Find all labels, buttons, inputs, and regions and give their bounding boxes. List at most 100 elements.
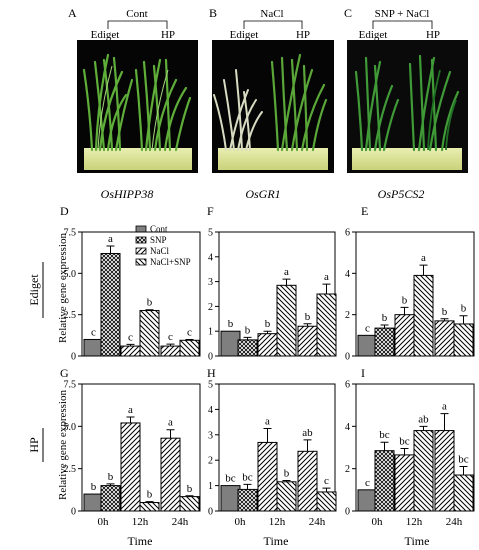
bar-nacl-12h: [394, 314, 415, 357]
rice-highlights-a: [97, 65, 169, 151]
error-bar: [166, 429, 175, 439]
significance-label: b: [245, 324, 251, 336]
significance-label: a: [442, 401, 447, 413]
photo-panel-c: C SNP + NaCl Ediget HP: [344, 6, 468, 173]
error-bar: [380, 441, 389, 451]
svg-text:HP: HP: [27, 437, 41, 453]
gene-title-osp5cs2: OsP5CS2: [378, 187, 425, 201]
bar-snp-0h: [374, 327, 395, 357]
panel-letter-a: A: [68, 6, 77, 20]
error-bar: [282, 278, 291, 286]
bar-nacl-24h: [297, 450, 318, 512]
bar-cont-0h: [220, 485, 241, 512]
significance-label: b: [147, 489, 153, 501]
svg-text:Ediget: Ediget: [27, 274, 41, 306]
x-tick-label: 24h: [446, 516, 463, 528]
treatment-bracket-a: [107, 20, 168, 29]
x-tick-label: 0h: [372, 516, 384, 528]
error-bar: [243, 483, 252, 490]
significance-label: b: [284, 468, 290, 480]
legend-label-naclsnp: NaCl+SNP: [150, 257, 191, 267]
legend-swatch-nacl: [135, 247, 147, 255]
bar-nacl-snp-24h: [179, 339, 200, 357]
treatment-bracket-b: [243, 20, 303, 29]
significance-label: c: [324, 475, 329, 487]
error-bar: [400, 448, 409, 455]
y-tick-label: 0: [208, 352, 213, 363]
error-bar: [185, 495, 194, 497]
bar-cont-0h: [83, 493, 104, 512]
significance-label: c: [365, 477, 370, 489]
cultivar-label-c-right: HP: [426, 29, 440, 41]
panel-letter-g: G: [60, 366, 69, 380]
y-axis-title-ediget: Relative gene expression: [57, 233, 69, 343]
y-tick-label: 3: [208, 277, 213, 288]
bar-nacl-12h: [257, 333, 278, 357]
significance-label: b: [108, 471, 114, 483]
x-tick-label: 12h: [406, 516, 423, 528]
error-bar: [243, 336, 252, 340]
y-tick-label: 2: [208, 456, 213, 467]
y-tick-label: 0: [208, 507, 213, 518]
bar-nacl-snp-12h: [139, 310, 160, 357]
error-bar: [126, 416, 135, 423]
legend-swatch-cont: [135, 225, 147, 233]
x-axis-title-i: Time: [405, 534, 430, 548]
significance-label: b: [305, 311, 311, 323]
x-axis-title-g: Time: [128, 534, 153, 548]
bar-nacl-snp-24h: [453, 323, 474, 357]
x-axis-title-h: Time: [264, 534, 289, 548]
significance-label: bc: [225, 473, 236, 485]
y-tick-label: 0: [71, 507, 76, 518]
error-bar: [126, 343, 135, 347]
significance-label: b: [228, 318, 234, 330]
rice-seedlings-a: [82, 53, 192, 152]
significance-label: ab: [302, 427, 313, 439]
y-tick-label: 5: [208, 380, 213, 391]
significance-label: c: [128, 331, 133, 343]
error-bar: [303, 323, 312, 327]
bar-nacl-snp-12h: [413, 430, 434, 512]
error-bar: [322, 283, 331, 294]
bar-cont-0h: [83, 338, 104, 357]
significance-label: a: [168, 417, 173, 429]
error-bar: [263, 427, 272, 443]
x-tick-label: 0h: [235, 516, 247, 528]
y-tick-label: 5: [208, 228, 213, 239]
bar-nacl-24h: [160, 345, 181, 357]
cultivar-label-c-left: Ediget: [359, 29, 388, 41]
error-bar: [106, 245, 115, 254]
error-bar: [400, 306, 409, 315]
significance-label: b: [382, 312, 388, 324]
bar-nacl-snp-24h: [179, 496, 200, 512]
bar-nacl-snp-12h: [139, 502, 160, 512]
error-bar: [263, 330, 272, 334]
bar-cont-0h: [357, 489, 378, 512]
y-tick-label: 2: [345, 310, 350, 321]
legend-swatch-snp: [135, 236, 147, 244]
cultivar-label-a-right: HP: [161, 29, 175, 41]
legend-label-cont: Cont: [150, 224, 168, 234]
error-bar: [145, 309, 154, 311]
significance-label: a: [108, 233, 113, 245]
y-tick-label: 0: [71, 352, 76, 363]
error-bar: [440, 318, 449, 321]
panel-letter-f: F: [207, 204, 214, 218]
row-label-hp: HP: [27, 428, 44, 462]
error-bar: [185, 338, 194, 341]
significance-label: a: [324, 271, 329, 283]
cultivar-label-b-right: HP: [296, 29, 310, 41]
bar-nacl-snp-12h: [413, 274, 434, 357]
error-bar: [459, 466, 468, 476]
rice-shadows-c: [427, 69, 457, 151]
bar-nacl-12h: [120, 422, 141, 512]
y-tick-label: 2: [345, 464, 350, 475]
gene-title-osgr1: OsGR1: [245, 187, 280, 201]
significance-label: b: [91, 481, 97, 493]
panel-letter-c: C: [344, 6, 352, 20]
bar-nacl-12h: [394, 454, 415, 512]
significance-label: b: [461, 303, 467, 315]
